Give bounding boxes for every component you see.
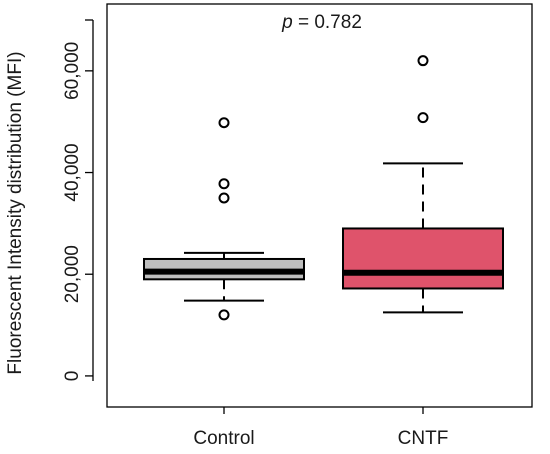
outlier-point [218,309,230,321]
y-axis: 0 20,000 40,000 60,000 [62,19,94,382]
outlier-point [417,55,429,67]
plot-area: Control CNTF [106,3,533,449]
x-tick-label: CNTF [398,428,449,449]
y-axis-label: Fluorescent Intensity distribution (MFI) [5,51,26,374]
y-tick-label: 0 [62,371,83,382]
outlier-point [218,178,230,190]
p-value-symbol: p [281,12,293,33]
y-tick-label: 40,000 [62,143,83,201]
x-tick-label: Control [193,428,254,449]
outlier-point [417,112,429,124]
p-value-annotation: p = 0.782 [281,12,362,33]
p-value-text: = 0.782 [293,12,362,33]
y-tick-label: 20,000 [62,245,83,303]
box-group-cntf [342,55,504,314]
outlier-point [218,192,230,204]
box-group-control [143,117,305,321]
y-tick-label: 60,000 [62,42,83,100]
outlier-point [218,117,230,129]
box-iqr [342,227,504,290]
plot-frame [106,3,533,408]
